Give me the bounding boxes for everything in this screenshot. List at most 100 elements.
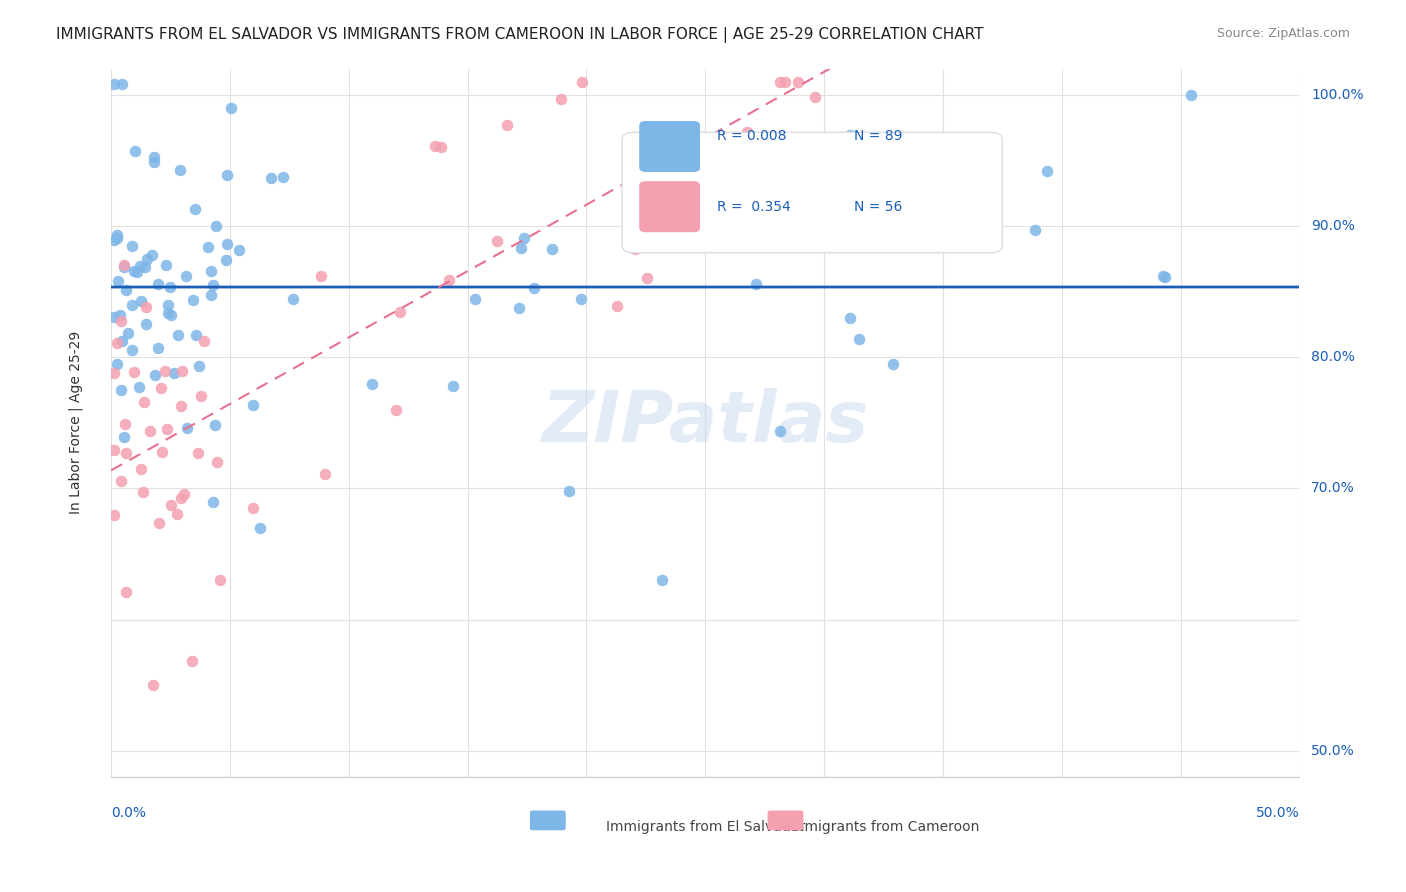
Text: 80.0%: 80.0%	[1312, 351, 1355, 364]
Immigrants from Cameroon	[103, 443, 125, 458]
Immigrants from Cameroon	[150, 381, 173, 395]
Immigrants from El Salvador	[200, 288, 222, 302]
Immigrants from Cameroon	[735, 125, 758, 139]
Immigrants from El Salvador	[187, 359, 209, 373]
Immigrants from El Salvador	[142, 154, 165, 169]
Immigrants from El Salvador	[839, 310, 862, 325]
Text: 90.0%: 90.0%	[1312, 219, 1355, 233]
Text: N = 89: N = 89	[853, 128, 903, 143]
Immigrants from Cameroon	[385, 402, 408, 417]
Immigrants from El Salvador	[105, 231, 128, 245]
Immigrants from El Salvador	[651, 574, 673, 588]
Immigrants from Cameroon	[155, 364, 177, 378]
Immigrants from Cameroon	[115, 585, 138, 599]
Text: 50.0%: 50.0%	[1312, 744, 1355, 758]
Immigrants from Cameroon	[190, 389, 212, 403]
FancyBboxPatch shape	[640, 121, 699, 171]
Immigrants from El Salvador	[115, 283, 138, 297]
Text: In Labor Force | Age 25-29: In Labor Force | Age 25-29	[69, 331, 83, 515]
Immigrants from Cameroon	[631, 143, 654, 157]
Immigrants from Cameroon	[657, 176, 679, 190]
Immigrants from Cameroon	[105, 335, 128, 350]
FancyBboxPatch shape	[768, 811, 803, 830]
Immigrants from Cameroon	[606, 299, 628, 313]
Immigrants from El Salvador	[510, 242, 533, 256]
Text: ZIPatlas: ZIPatlas	[541, 388, 869, 458]
Immigrants from Cameroon	[769, 75, 792, 89]
Immigrants from Cameroon	[148, 516, 170, 530]
Immigrants from Cameroon	[150, 445, 173, 459]
Immigrants from Cameroon	[132, 484, 155, 499]
Immigrants from El Salvador	[184, 328, 207, 343]
Immigrants from El Salvador	[215, 169, 238, 183]
Immigrants from El Salvador	[637, 134, 659, 148]
Immigrants from El Salvador	[110, 383, 132, 397]
Immigrants from El Salvador	[134, 260, 156, 274]
Immigrants from Cameroon	[193, 334, 215, 348]
Immigrants from El Salvador	[848, 332, 870, 346]
Immigrants from El Salvador	[117, 326, 139, 340]
Immigrants from Cameroon	[110, 474, 132, 488]
Immigrants from El Salvador	[181, 293, 204, 308]
Immigrants from Cameroon	[156, 422, 179, 436]
Immigrants from Cameroon	[314, 467, 336, 481]
Immigrants from El Salvador	[571, 292, 593, 306]
Immigrants from Cameroon	[787, 75, 810, 89]
Immigrants from El Salvador	[103, 233, 125, 247]
Immigrants from Cameroon	[775, 75, 797, 89]
Immigrants from El Salvador	[111, 77, 134, 91]
Immigrants from El Salvador	[260, 171, 283, 186]
Immigrants from Cameroon	[437, 273, 460, 287]
Immigrants from El Salvador	[169, 163, 191, 178]
Immigrants from El Salvador	[174, 269, 197, 284]
Immigrants from El Salvador	[768, 424, 790, 438]
Immigrants from El Salvador	[215, 253, 238, 268]
Immigrants from El Salvador	[882, 357, 904, 371]
Immigrants from El Salvador	[112, 430, 135, 444]
Immigrants from El Salvador	[148, 277, 170, 292]
Immigrants from El Salvador	[166, 327, 188, 342]
Immigrants from Cameroon	[122, 365, 145, 379]
Text: Immigrants from Cameroon: Immigrants from Cameroon	[787, 820, 980, 834]
Immigrants from El Salvador	[111, 334, 134, 349]
Immigrants from El Salvador	[558, 484, 581, 499]
Immigrants from Cameroon	[114, 417, 136, 431]
Immigrants from El Salvador	[121, 238, 143, 252]
Text: N = 56: N = 56	[853, 200, 903, 214]
Immigrants from El Salvador	[162, 366, 184, 380]
Immigrants from Cameroon	[110, 314, 132, 328]
Immigrants from El Salvador	[217, 236, 239, 251]
Immigrants from Cameroon	[115, 446, 138, 460]
Text: 50.0%: 50.0%	[1256, 805, 1299, 820]
Immigrants from Cameroon	[132, 395, 155, 409]
Immigrants from El Salvador	[201, 494, 224, 508]
Immigrants from El Salvador	[155, 258, 177, 272]
Immigrants from El Salvador	[228, 243, 250, 257]
Immigrants from Cameroon	[135, 300, 157, 314]
Immigrants from El Salvador	[136, 252, 159, 266]
Text: R = 0.008: R = 0.008	[717, 128, 786, 143]
Immigrants from Cameroon	[550, 92, 572, 106]
Immigrants from El Salvador	[512, 231, 534, 245]
Immigrants from El Salvador	[205, 219, 228, 234]
Immigrants from El Salvador	[141, 248, 163, 262]
Immigrants from El Salvador	[121, 343, 143, 358]
Immigrants from El Salvador	[105, 228, 128, 243]
Immigrants from Cameroon	[103, 508, 125, 523]
Immigrants from Cameroon	[389, 304, 412, 318]
Immigrants from El Salvador	[197, 240, 219, 254]
Immigrants from El Salvador	[125, 265, 148, 279]
Immigrants from El Salvador	[176, 420, 198, 434]
Immigrants from Cameroon	[112, 258, 135, 272]
Immigrants from El Salvador	[1035, 164, 1057, 178]
FancyBboxPatch shape	[640, 182, 699, 232]
Immigrants from El Salvador	[157, 297, 180, 311]
Immigrants from Cameroon	[486, 234, 509, 248]
Immigrants from Cameroon	[170, 491, 193, 506]
Immigrants from Cameroon	[803, 90, 825, 104]
Immigrants from El Salvador	[1152, 268, 1174, 283]
Immigrants from El Salvador	[103, 77, 125, 91]
Immigrants from Cameroon	[180, 654, 202, 668]
Immigrants from El Salvador	[159, 279, 181, 293]
Immigrants from El Salvador	[540, 242, 562, 256]
